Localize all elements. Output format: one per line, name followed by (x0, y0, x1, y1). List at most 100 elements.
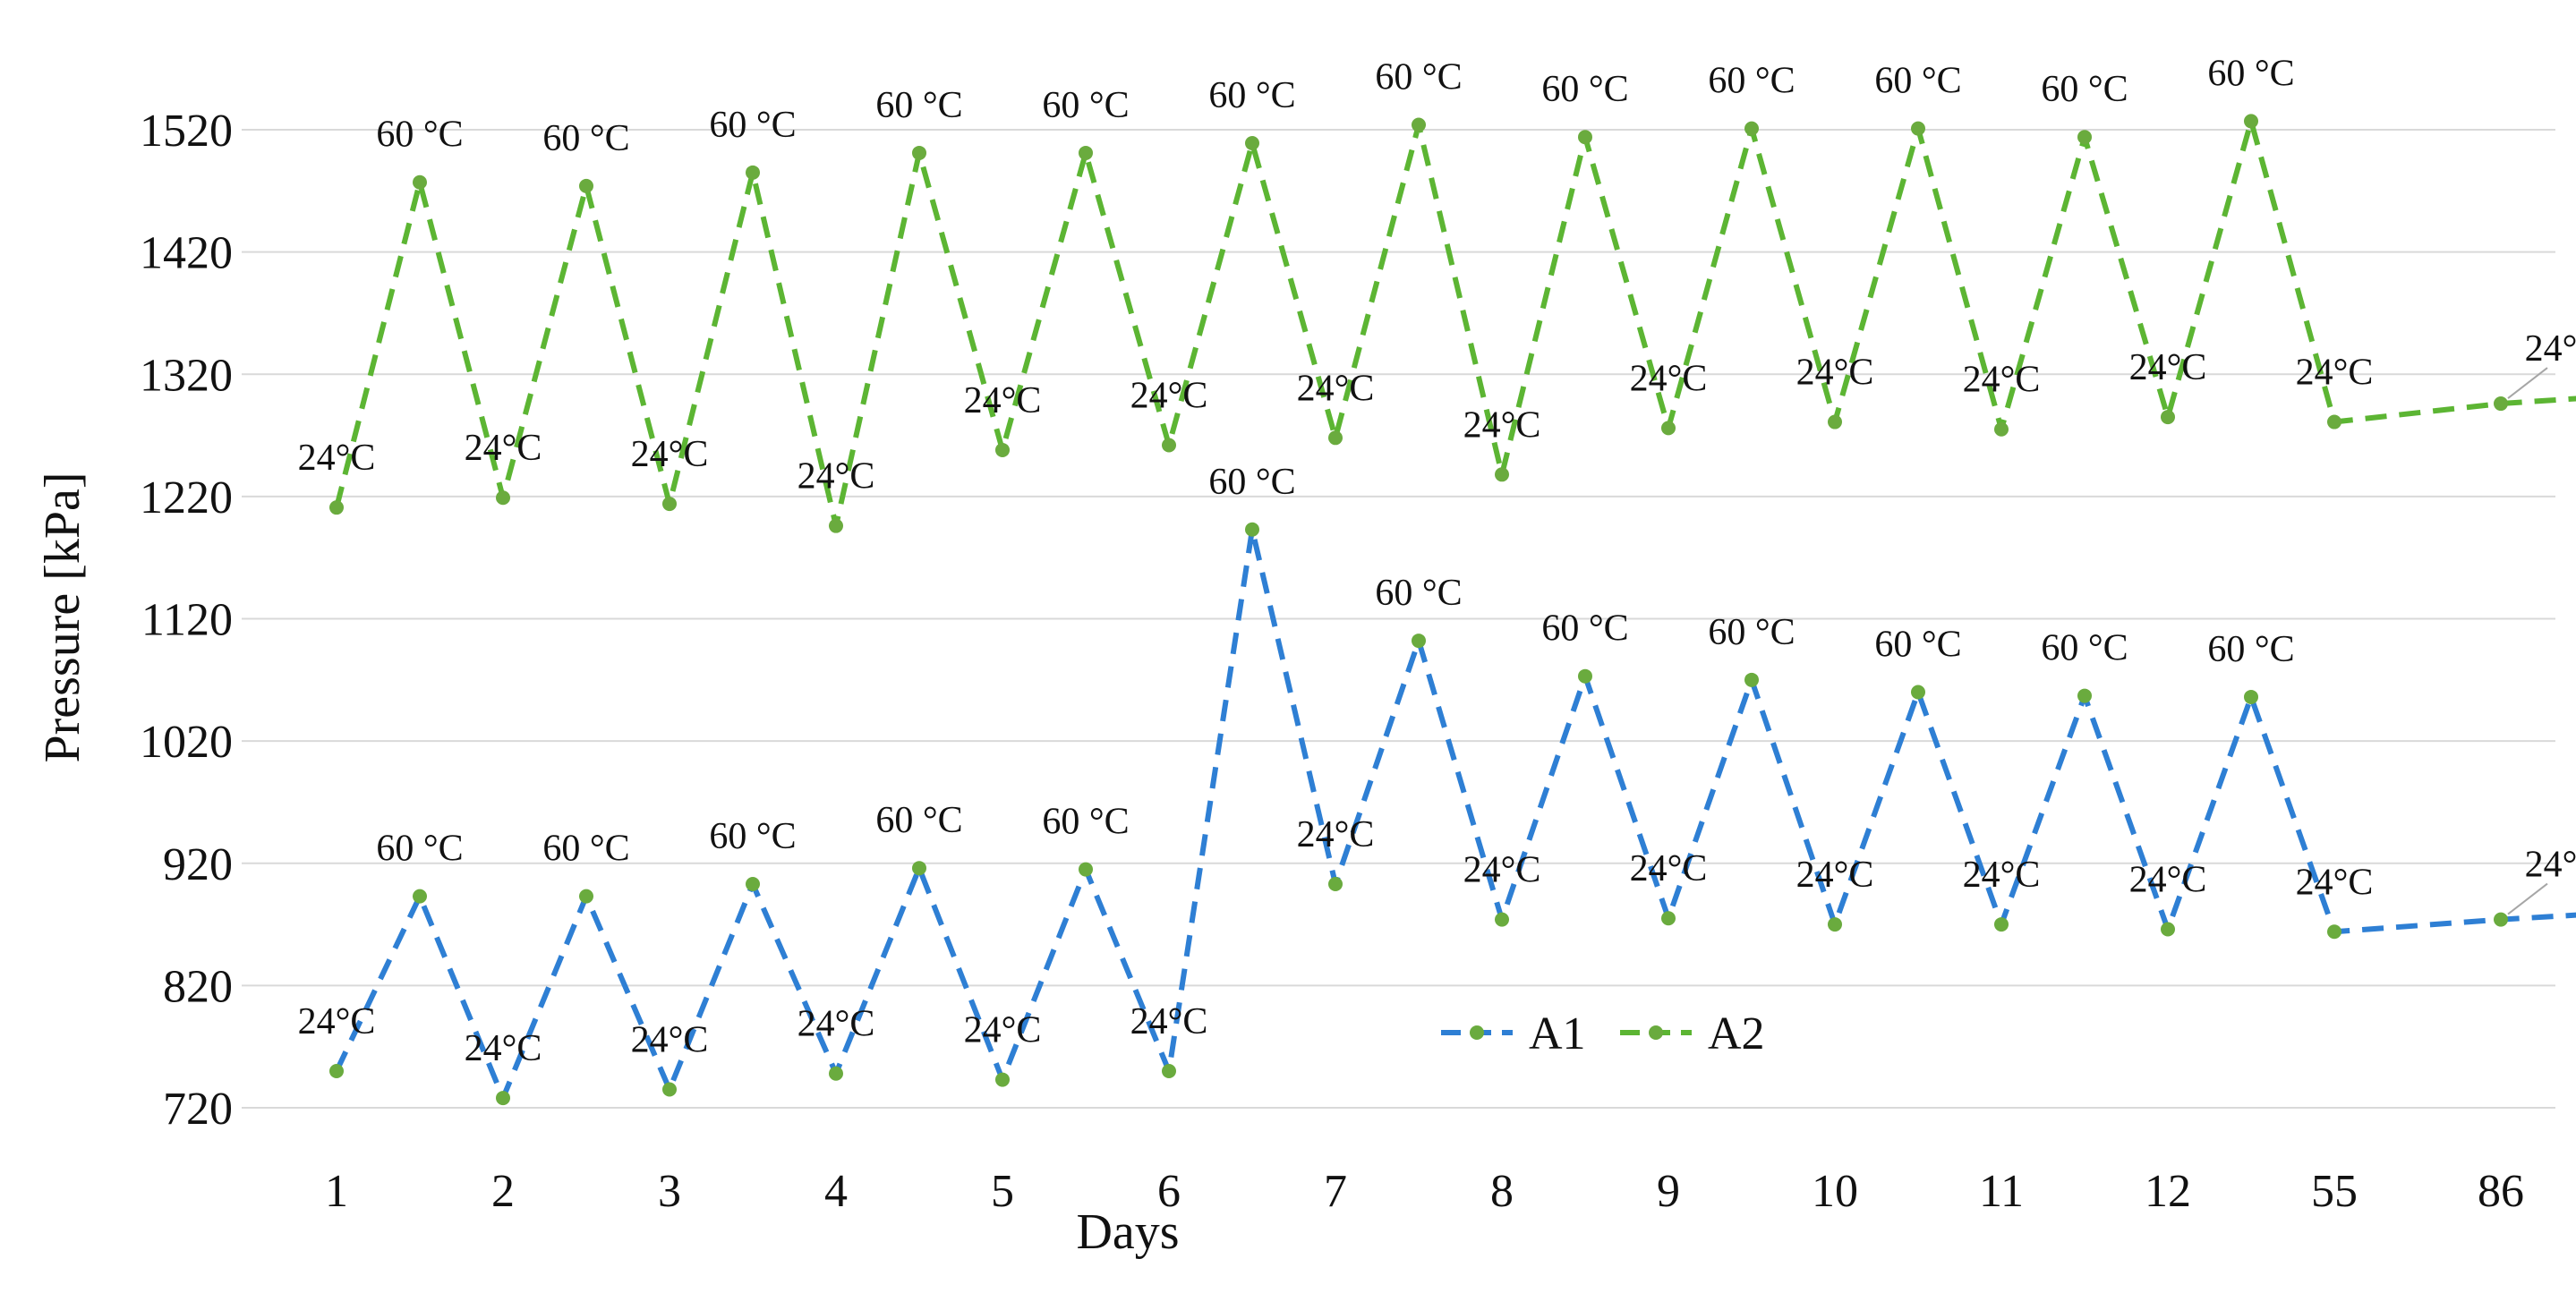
data-point (1079, 145, 1093, 160)
data-label: 60 °C (1375, 573, 1462, 614)
y-tick-label: 1120 (141, 595, 233, 646)
x-tick-label: 55 (2311, 1166, 2358, 1217)
legend-a1-label: A1 (1529, 1008, 1586, 1059)
data-label: 24°C (1963, 360, 2041, 401)
data-point (1578, 130, 1592, 145)
data-point (1828, 917, 1842, 932)
data-point (1661, 421, 1676, 436)
leader-line (2507, 882, 2548, 915)
data-point (1578, 668, 1592, 684)
data-label: 24°C (631, 1020, 709, 1061)
data-label: 60 °C (875, 800, 962, 841)
data-point (1245, 522, 1259, 537)
data-point (1661, 911, 1676, 926)
data-point (995, 1072, 1010, 1087)
data-label: 24°C (1796, 353, 1874, 394)
data-point (829, 518, 843, 533)
data-label: 24°C (465, 428, 542, 469)
data-label: 60 °C (2207, 53, 2294, 94)
data-label: 24°C (1130, 1001, 1208, 1042)
data-point (2327, 414, 2341, 430)
data-point (1328, 876, 1343, 891)
data-label: 60 °C (1375, 57, 1462, 98)
data-label: 60 °C (542, 829, 629, 870)
data-label: 60 °C (542, 118, 629, 159)
x-tick-label: 86 (2478, 1166, 2524, 1217)
data-label: 24°C (1630, 848, 1708, 889)
data-label: 60 °C (709, 816, 796, 857)
data-point (1495, 912, 1509, 927)
data-label: 24°C (964, 1010, 1042, 1051)
data-point (1162, 438, 1176, 453)
data-point (2077, 130, 2092, 145)
data-point (2327, 924, 2341, 940)
data-point (2244, 689, 2258, 704)
data-point (329, 1064, 344, 1079)
data-point (912, 861, 926, 876)
y-axis-title: Pressure [kPa] (35, 472, 90, 762)
data-point (579, 889, 593, 904)
data-point (2494, 912, 2508, 927)
data-point (496, 490, 510, 506)
data-point (662, 1082, 677, 1097)
y-tick-label: 1320 (140, 350, 233, 401)
data-point (1495, 467, 1509, 482)
data-point (1911, 685, 1925, 700)
data-point (746, 876, 760, 891)
data-label: 24°C (1297, 814, 1375, 855)
data-point (829, 1066, 843, 1081)
data-label: 60 °C (1208, 75, 1295, 116)
data-label: 60 °C (376, 829, 463, 870)
x-axis-tick-labels: 1234567891011125586104 (325, 1166, 2524, 1217)
leader-line (2507, 367, 2548, 399)
data-label: 60 °C (1708, 61, 1795, 102)
y-tick-label: 1420 (140, 228, 233, 279)
data-point (995, 442, 1010, 457)
data-label: 60 °C (1708, 612, 1795, 653)
data-label: 60 °C (1042, 802, 1129, 843)
data-label: 24°C (2296, 353, 2374, 394)
y-tick-label: 920 (163, 839, 233, 890)
data-point (746, 165, 760, 180)
data-label: 24°C (2525, 845, 2576, 886)
data-point (413, 889, 427, 904)
data-label: 60 °C (1208, 462, 1295, 503)
data-point (1744, 121, 1759, 136)
legend-item-a1[interactable]: A1 (1441, 1008, 1586, 1059)
y-tick-label: 1520 (140, 106, 233, 157)
x-tick-label: 4 (824, 1166, 848, 1217)
x-tick-label: 3 (658, 1166, 681, 1217)
data-label: 24°C (1297, 368, 1375, 409)
legend-a2-marker (1649, 1025, 1663, 1040)
x-tick-label: 9 (1657, 1166, 1680, 1217)
legend-a2-label: A2 (1708, 1008, 1765, 1059)
data-point (329, 500, 344, 515)
data-point (2077, 688, 2092, 703)
data-point (579, 178, 593, 193)
data-label: 24°C (1463, 850, 1541, 891)
data-point (1412, 117, 1426, 132)
x-tick-label: 11 (1979, 1166, 2024, 1217)
data-label: 60 °C (1042, 85, 1129, 126)
y-tick-label: 1020 (140, 717, 233, 768)
data-label: 24°C (2296, 862, 2374, 903)
series-a1 (329, 522, 2576, 1106)
data-label: 24°C (465, 1028, 542, 1069)
legend-a1-marker (1470, 1025, 1484, 1040)
y-tick-label: 820 (163, 961, 233, 1012)
data-label: 24°C (798, 456, 875, 498)
x-tick-label: 7 (1324, 1166, 1347, 1217)
point-labels: 24°C 60 °C 24°C 60 °C 24°C 60 °C 24°C 60 °C 24°C… (298, 53, 2576, 1069)
data-label: 60 °C (2041, 628, 2128, 669)
data-point (413, 174, 427, 190)
data-point (1744, 672, 1759, 687)
legend-item-a2[interactable]: A2 (1620, 1008, 1765, 1059)
data-point (1079, 862, 1093, 877)
data-point (2244, 114, 2258, 129)
data-label: 60 °C (1874, 624, 1961, 665)
data-label: 60 °C (2041, 69, 2128, 110)
data-series (329, 114, 2576, 1106)
data-label: 24°C (964, 380, 1042, 421)
